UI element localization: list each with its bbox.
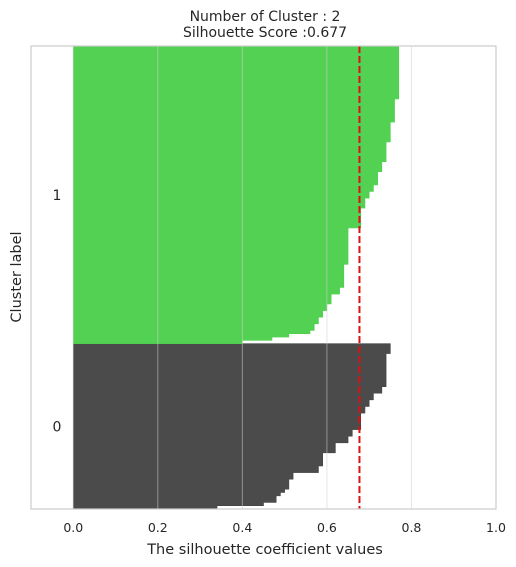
- x-tick-label: 0.2: [148, 520, 168, 535]
- chart-title-line1: Number of Cluster : 2: [190, 9, 341, 25]
- plot-area: 0 1 0.0 0.2 0.4 0.6 0.8 1.0: [30, 45, 506, 535]
- y-axis-label: Cluster label: [9, 231, 25, 322]
- chart-title-line2: Silhouette Score :0.677: [183, 25, 347, 41]
- x-tick-label: 0.8: [402, 520, 422, 535]
- x-tick-label: 0.6: [317, 520, 337, 535]
- cluster-label-1: 1: [53, 188, 62, 204]
- plot-frame: [30, 45, 497, 510]
- x-tick-label: 1.0: [486, 520, 506, 535]
- cluster-label-0: 0: [53, 419, 62, 435]
- x-tick-label: 0.4: [232, 520, 252, 535]
- x-axis-label: The silhouette coefficient values: [146, 542, 383, 558]
- x-tick-label: 0.0: [63, 520, 83, 535]
- silhouette-band-cluster-0: [72, 343, 391, 510]
